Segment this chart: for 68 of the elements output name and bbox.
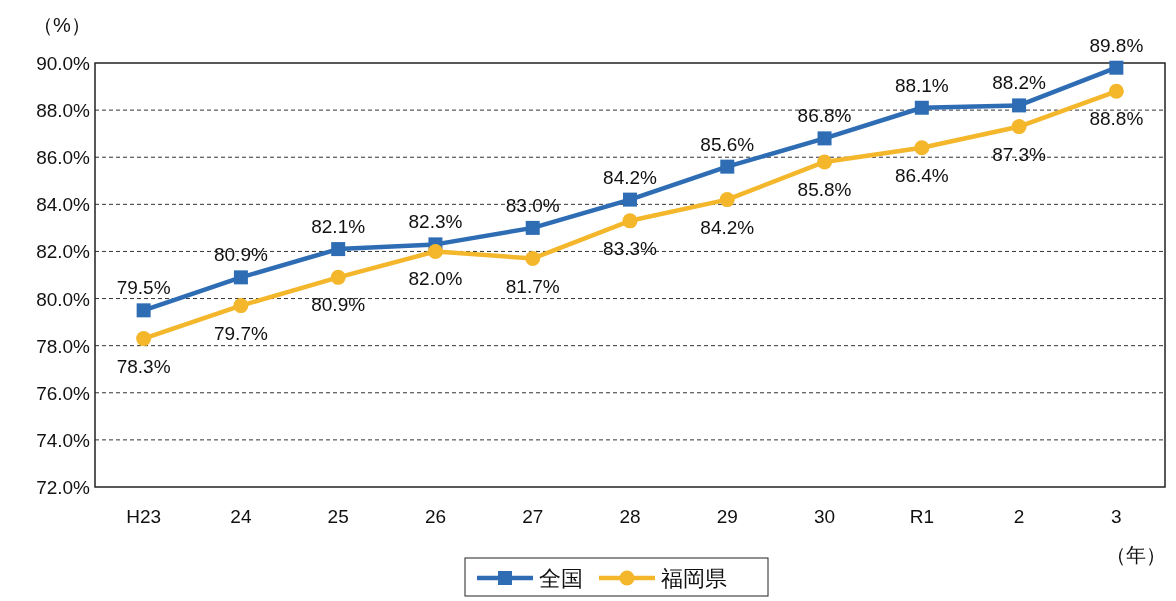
data-label: 84.2% — [603, 166, 658, 188]
data-label: 83.0% — [505, 194, 560, 216]
y-tick-label: 84.0% — [36, 194, 91, 216]
data-label: 86.8% — [797, 105, 852, 127]
data-label: 85.6% — [700, 133, 755, 155]
y-tick-label: 72.0% — [36, 477, 91, 498]
point — [136, 303, 151, 318]
data-label: 79.5% — [116, 277, 171, 299]
data-label: 79.7% — [213, 322, 268, 344]
point — [817, 154, 833, 170]
y-tick-label: 82.0% — [36, 241, 91, 263]
data-label: 81.7% — [505, 275, 560, 297]
data-label: 88.1% — [894, 74, 949, 96]
data-label: 88.2% — [992, 72, 1047, 94]
y-tick-label: 76.0% — [36, 382, 91, 404]
data-label: 89.8% — [1089, 34, 1144, 56]
y-tick-label: 88.0% — [36, 100, 91, 122]
x-tick-label: 3 — [1111, 506, 1122, 527]
data-label: 88.8% — [1089, 108, 1144, 130]
x-tick-label: H23 — [126, 506, 162, 527]
x-tick-label: 24 — [230, 506, 252, 527]
data-label: 80.9% — [311, 294, 366, 316]
point — [330, 269, 346, 285]
point — [719, 192, 735, 208]
point — [233, 298, 249, 314]
point — [136, 331, 152, 347]
x-tick-label: 28 — [619, 506, 641, 527]
data-label: 87.3% — [992, 143, 1047, 165]
x-tick-label: 29 — [716, 506, 738, 527]
point — [331, 242, 346, 257]
y-tick-label: 80.0% — [36, 288, 91, 310]
legend-label: 福岡県 — [661, 566, 727, 591]
data-label: 82.1% — [311, 216, 366, 238]
data-label: 80.9% — [213, 244, 268, 266]
point — [817, 131, 832, 146]
data-label: 86.4% — [894, 164, 949, 186]
y-tick-label: 78.0% — [36, 335, 91, 357]
point — [427, 243, 443, 259]
point — [622, 213, 638, 229]
y-tick-label: 86.0% — [36, 147, 91, 169]
x-tick-label: 2 — [1013, 506, 1025, 527]
data-label: 78.3% — [116, 355, 171, 377]
x-tick-label: 26 — [424, 506, 447, 527]
data-label: 82.3% — [408, 211, 463, 233]
point — [720, 159, 735, 174]
point — [914, 100, 929, 115]
data-label: 82.0% — [408, 268, 463, 290]
x-tick-label: R1 — [909, 506, 934, 527]
point — [1011, 119, 1027, 135]
point — [914, 140, 930, 156]
y-tick-label: 74.0% — [36, 429, 91, 451]
x-axis-title: （年） — [1106, 544, 1166, 566]
y-tick-label: 90.0% — [36, 53, 91, 74]
data-label: 84.2% — [700, 216, 755, 238]
point — [1012, 98, 1027, 113]
point — [1109, 60, 1124, 75]
x-tick-label: 30 — [813, 506, 836, 527]
legend-label: 全国 — [539, 566, 583, 591]
point — [623, 192, 637, 207]
data-label: 83.3% — [603, 237, 658, 259]
point — [525, 220, 540, 235]
x-tick-label: 25 — [327, 506, 349, 527]
data-label: 85.8% — [797, 178, 852, 200]
point — [233, 270, 248, 285]
y-axis-title: （%） — [33, 14, 91, 36]
x-tick-label: 27 — [522, 506, 544, 527]
point — [525, 251, 541, 267]
point — [1108, 83, 1124, 99]
